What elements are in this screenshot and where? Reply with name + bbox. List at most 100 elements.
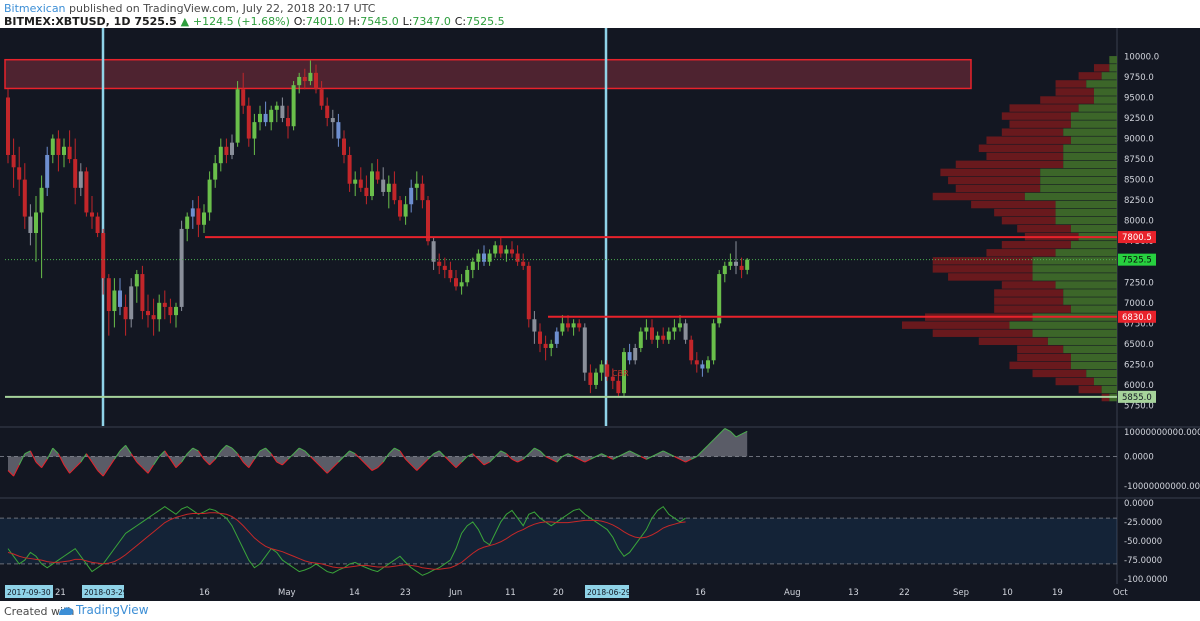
candle-body: [28, 216, 33, 233]
candle-body: [459, 282, 464, 287]
oscillator-segment: [517, 458, 524, 463]
candle-body: [168, 306, 173, 316]
oscillator-segment: [623, 450, 630, 455]
volume-profile-bar-buy: [1063, 152, 1117, 161]
oscillator-segment: [730, 430, 737, 438]
candle-body: [728, 261, 733, 266]
publish-info: Bitmexican published on TradingView.com,…: [4, 2, 375, 15]
oscillator-segment: [562, 453, 569, 457]
candle-body: [302, 76, 307, 82]
candle-body: [734, 261, 738, 266]
oscillator-segment: [91, 461, 99, 471]
resistance-zone: [4, 58, 972, 90]
candle-body: [174, 306, 178, 316]
oscillator-segment: [478, 458, 485, 466]
symbol-info: BITMEX:XBTUSD, 1D 7525.5 ▲ +124.5 (+1.68…: [4, 15, 505, 28]
oscillator-segment: [52, 447, 59, 455]
candle-body: [515, 253, 520, 262]
price-chart[interactable]: 10000.0 9750.0 9500.0 9250.0 9000.0 8750.0 850…: [0, 28, 1200, 601]
time-tick-label: 13: [848, 588, 859, 598]
oscillator-segment: [242, 461, 250, 469]
oscillator-segment: [80, 453, 87, 463]
candle-body: [157, 302, 162, 320]
oscillator-segment: [343, 450, 350, 457]
oscillator-1-tick: -10000000000.0000: [1124, 482, 1200, 492]
candle-body: [146, 311, 150, 316]
oscillator-segment: [724, 428, 731, 432]
oscillator-segment: [130, 453, 138, 463]
symbol-name: BITMEX:XBTUSD, 1D: [4, 15, 131, 28]
volume-profile-bar-buy: [1024, 192, 1117, 201]
oscillator-segment: [169, 459, 177, 468]
candle-body: [650, 327, 654, 340]
oscillator-segment: [287, 453, 294, 460]
oscillator-segment: [461, 456, 468, 463]
candle-body: [258, 113, 262, 123]
price-tick-label: 5750.0: [1124, 401, 1154, 411]
oscillator-segment: [371, 467, 378, 471]
time-tick-label: 11: [505, 588, 516, 598]
volume-profile-bar-sell: [971, 200, 1056, 209]
price-line-label: 7800.5: [1122, 233, 1152, 243]
volume-profile-bar-sell: [994, 305, 1071, 313]
candle-body: [577, 323, 582, 328]
oscillator-segment: [545, 456, 552, 460]
volume-profile-bar-sell: [940, 168, 1041, 177]
candle-body: [213, 163, 218, 180]
candle-body: [437, 261, 442, 266]
price-line-label-bg: [1118, 310, 1156, 323]
candle-body: [45, 154, 50, 188]
oscillator-segment: [690, 456, 698, 460]
candle-body: [101, 233, 106, 279]
volume-profile-bar-buy: [1070, 120, 1117, 128]
candle-body: [470, 261, 475, 270]
oscillator-segment: [567, 453, 574, 457]
oscillator-segment: [377, 461, 384, 469]
candle-body: [644, 327, 649, 332]
oscillator-segment: [74, 461, 82, 469]
price-tick-label: 10000.0: [1124, 52, 1159, 62]
volume-profile-bar-buy: [1078, 104, 1117, 112]
oscillator-segment: [489, 456, 496, 463]
candle-body: [493, 245, 498, 254]
volume-profile-bar-sell: [1017, 345, 1064, 354]
volume-profile-bar-buy: [1070, 241, 1117, 249]
ohlc-open: O:7401.0: [294, 15, 345, 28]
oscillator-segment: [57, 453, 65, 466]
candle-body: [386, 183, 391, 192]
oscillator-segment: [433, 450, 440, 455]
volume-profile-bar-sell: [1001, 112, 1071, 120]
oscillator-segment: [354, 453, 362, 460]
candle-body: [605, 364, 610, 377]
oscillator-segment: [24, 450, 31, 455]
candle-body: [319, 89, 324, 106]
author-link[interactable]: Bitmexican: [4, 2, 66, 15]
publish-text: published on TradingView.com, July 22, 2…: [69, 2, 376, 15]
candle-body: [689, 339, 694, 361]
volume-profile-bar-buy: [1109, 64, 1117, 72]
oscillator-segment: [203, 458, 210, 466]
ohlc-low-label: L:: [402, 15, 413, 28]
candle-body: [431, 241, 436, 262]
price-tick-label: 9500.0: [1124, 93, 1154, 103]
oscillator-2-tick: -50.0000: [1124, 537, 1162, 547]
candle-body: [706, 360, 710, 369]
oscillator-segment: [142, 467, 149, 474]
candle-body: [594, 372, 598, 385]
oscillator-segment: [735, 433, 742, 438]
created-with-text: Created with: [4, 605, 75, 618]
volume-profile-bar-sell: [1055, 80, 1087, 88]
oscillator-segment: [214, 450, 222, 460]
volume-profile-bar-sell: [1017, 224, 1071, 233]
oscillator-segment: [679, 458, 686, 463]
candle-body: [134, 274, 139, 287]
candle-body: [140, 274, 145, 312]
volume-profile-bar-buy: [1086, 80, 1117, 88]
time-tick-label: 20: [553, 588, 564, 598]
tradingview-brand[interactable]: TradingView: [76, 603, 149, 617]
price-line-label: 7525.5: [1122, 256, 1152, 266]
time-tick-label: 23: [400, 588, 411, 598]
last-price: 7525.5: [134, 15, 177, 28]
candle-body: [487, 253, 492, 262]
oscillator-segment: [640, 456, 647, 460]
